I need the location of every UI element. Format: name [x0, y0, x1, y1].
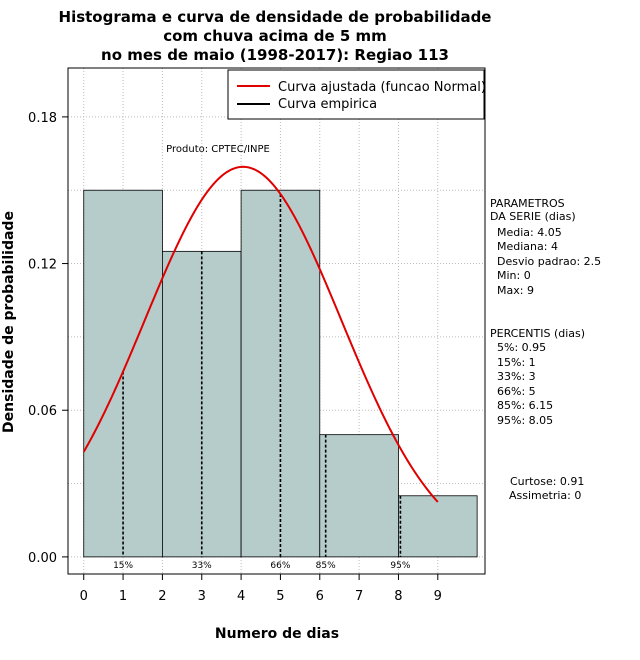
percentil-33: 33%: 3: [497, 370, 536, 383]
histogram-bar-4: [398, 495, 478, 558]
stats-side-panel: PARAMETROS DA SERIE (dias) Media: 4.05 M…: [490, 197, 601, 502]
percentile-label-0: 15%: [113, 561, 133, 571]
params-title-1: PARAMETROS: [490, 197, 565, 210]
x-tick-label-9: 9: [434, 589, 442, 604]
percentil-95: 95%: 8.05: [497, 414, 553, 427]
x-tick-label-4: 4: [237, 589, 245, 604]
normal-curve: [82, 165, 439, 503]
y-tick-label-2: 0.12: [28, 258, 57, 273]
y-tick-label-3: 0.18: [28, 111, 57, 126]
param-media: Media: 4.05: [497, 226, 562, 239]
legend-label-normal: Curva ajustada (funcao Normal): [278, 80, 486, 95]
y-tick-label-1: 0.06: [28, 404, 57, 419]
legend-box: [227, 69, 485, 120]
percentil-66: 66%: 5: [497, 385, 536, 398]
x-axis-label: Numero de dias: [215, 626, 339, 642]
assimetria-value: Assimetria: 0: [509, 489, 581, 502]
x-tick-label-2: 2: [158, 589, 166, 604]
axes: 0 1 2 3 4 5 6 7 8 9 0.00 0.06 0.12 0.18: [28, 111, 442, 604]
param-max: Max: 9: [497, 284, 534, 297]
x-tick-label-8: 8: [394, 589, 402, 604]
x-tick-label-3: 3: [198, 589, 206, 604]
y-axis-label: Densidade de probabilidade: [1, 211, 17, 433]
percentile-label-2: 66%: [270, 561, 290, 571]
chart-title-line-1: Histograma e curva de densidade de proba…: [59, 8, 492, 26]
legend: Curva ajustada (funcao Normal) Curva emp…: [227, 69, 486, 120]
x-tick-label-6: 6: [316, 589, 324, 604]
curtose-value: Curtose: 0.91: [510, 475, 584, 488]
percentile-label-3: 85%: [316, 561, 336, 571]
chart-title-line-3: no mes de maio (1998-2017): Regiao 113: [101, 46, 449, 64]
histogram-bars: [83, 189, 478, 558]
percentil-85: 85%: 6.15: [497, 399, 553, 412]
normal-curve-line: [82, 165, 439, 503]
x-tick-label-0: 0: [80, 589, 88, 604]
legend-label-empirical: Curva empirica: [278, 97, 377, 112]
x-tick-label-1: 1: [119, 589, 127, 604]
percentis-title: PERCENTIS (dias): [490, 327, 585, 340]
percentile-label-1: 33%: [192, 561, 212, 571]
param-min: Min: 0: [497, 269, 531, 282]
histogram-bar-3: [319, 434, 399, 558]
x-tick-label-5: 5: [276, 589, 284, 604]
param-desvio: Desvio padrao: 2.5: [497, 255, 601, 268]
percentil-15: 15%: 1: [497, 356, 536, 369]
product-annotation: Produto: CPTEC/INPE: [166, 144, 270, 155]
x-tick-label-7: 7: [355, 589, 363, 604]
params-title-2: DA SERIE (dias): [490, 210, 576, 223]
chart-title-line-2: com chuva acima de 5 mm: [163, 27, 387, 45]
percentile-label-4: 95%: [390, 561, 410, 571]
percentile-lines: 15% 33% 66% 85% 95%: [113, 193, 411, 571]
param-mediana: Mediana: 4: [497, 240, 558, 253]
percentil-5: 5%: 0.95: [497, 341, 546, 354]
y-tick-label-0: 0.00: [28, 551, 57, 566]
